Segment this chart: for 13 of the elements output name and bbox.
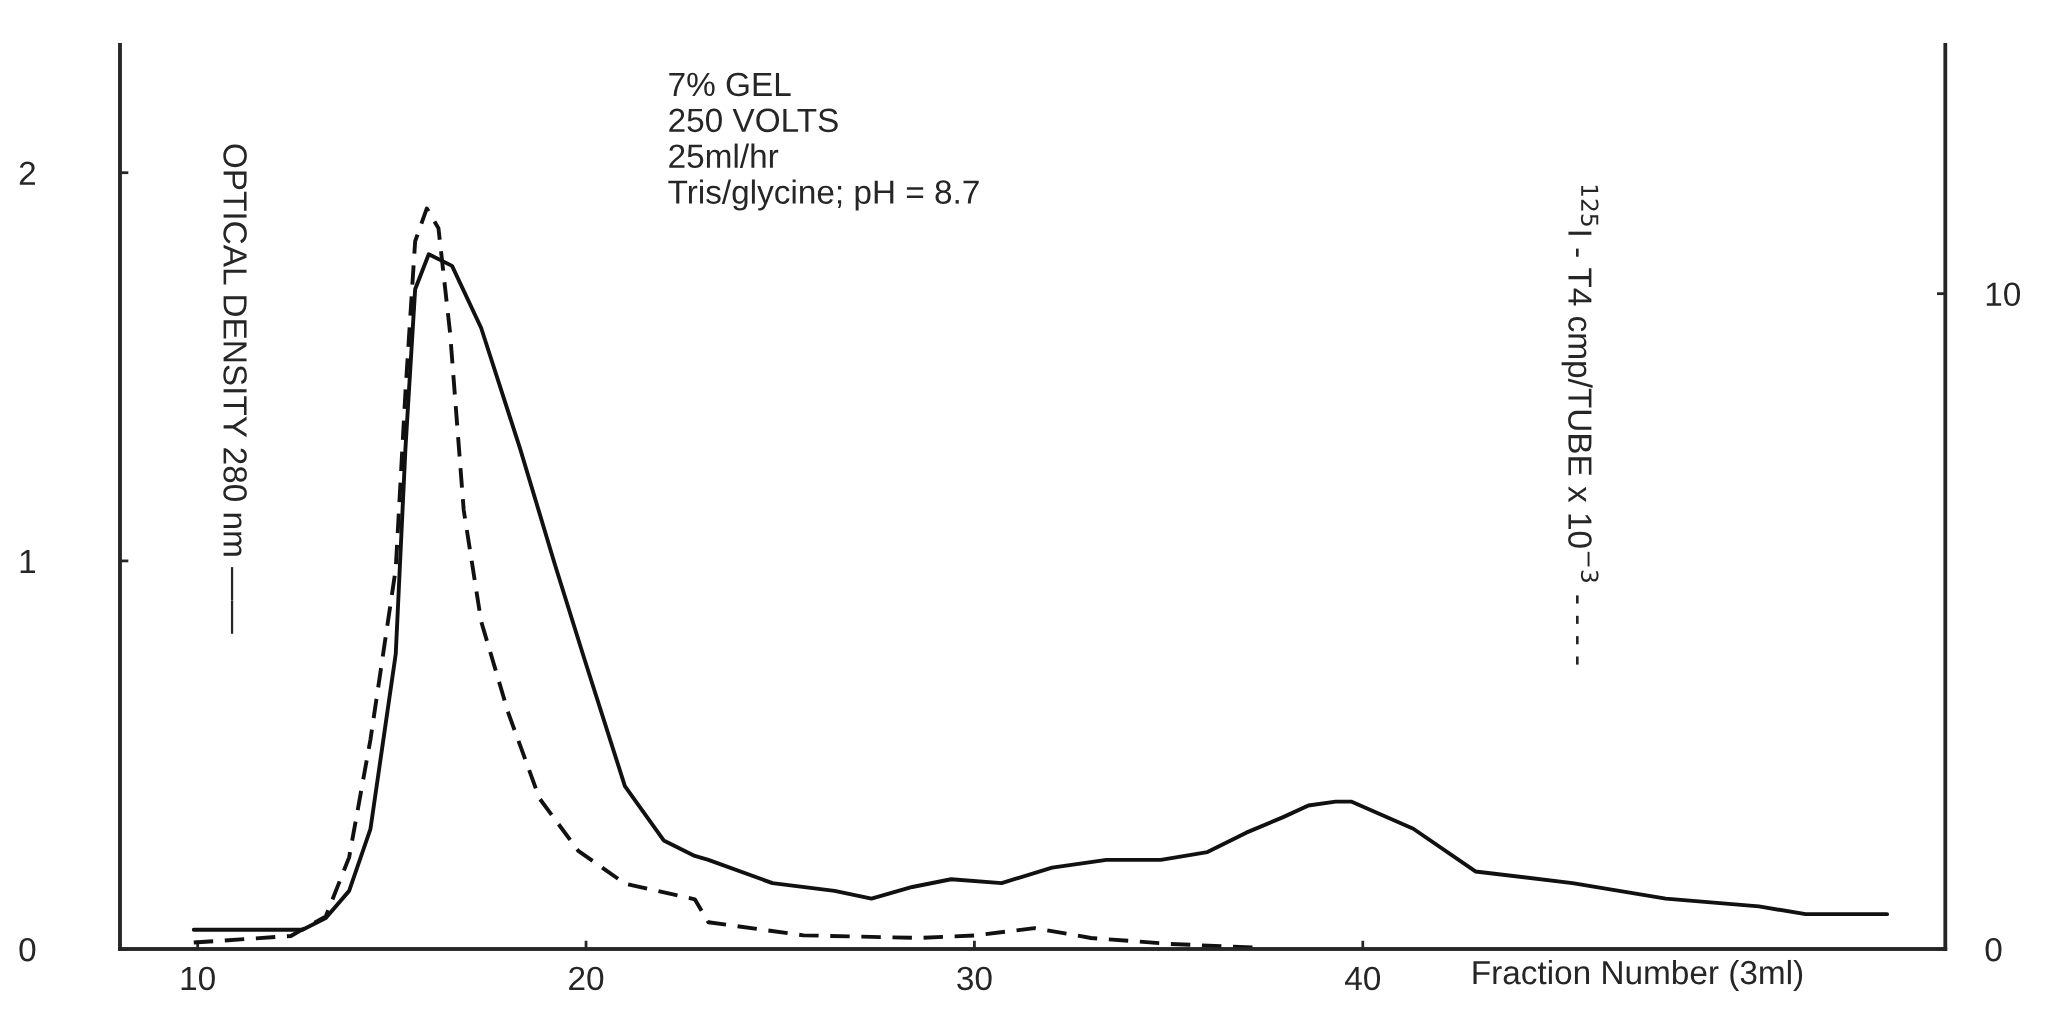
y-tick-label: 1 xyxy=(20,550,36,573)
y2-tick-label: 10 xyxy=(1986,282,2021,307)
y-axis-title: OPTICAL DENSITY 280 nm —— xyxy=(223,144,247,634)
y-tick-label: 0 xyxy=(19,937,36,962)
x-axis-title: Fraction Number (3ml) xyxy=(1473,959,1803,992)
y2-tick-label: 0 xyxy=(1985,937,2002,962)
y2-axis-title: $^{125}$I - T4 cmp/TUBE x 10$^{−3}$ - - - - xyxy=(1561,185,1599,665)
x-tick-label: 10 xyxy=(181,966,215,991)
annotation: 7% GEL 250 VOLTS 25ml/hr Tris/glycine; pH = 8.7 xyxy=(668,72,979,211)
y-tick-label: 2 xyxy=(19,161,35,185)
x-tick-label: 40 xyxy=(1345,966,1381,991)
x-tick-label: 30 xyxy=(957,966,992,991)
x-tick-label: 20 xyxy=(569,966,604,991)
